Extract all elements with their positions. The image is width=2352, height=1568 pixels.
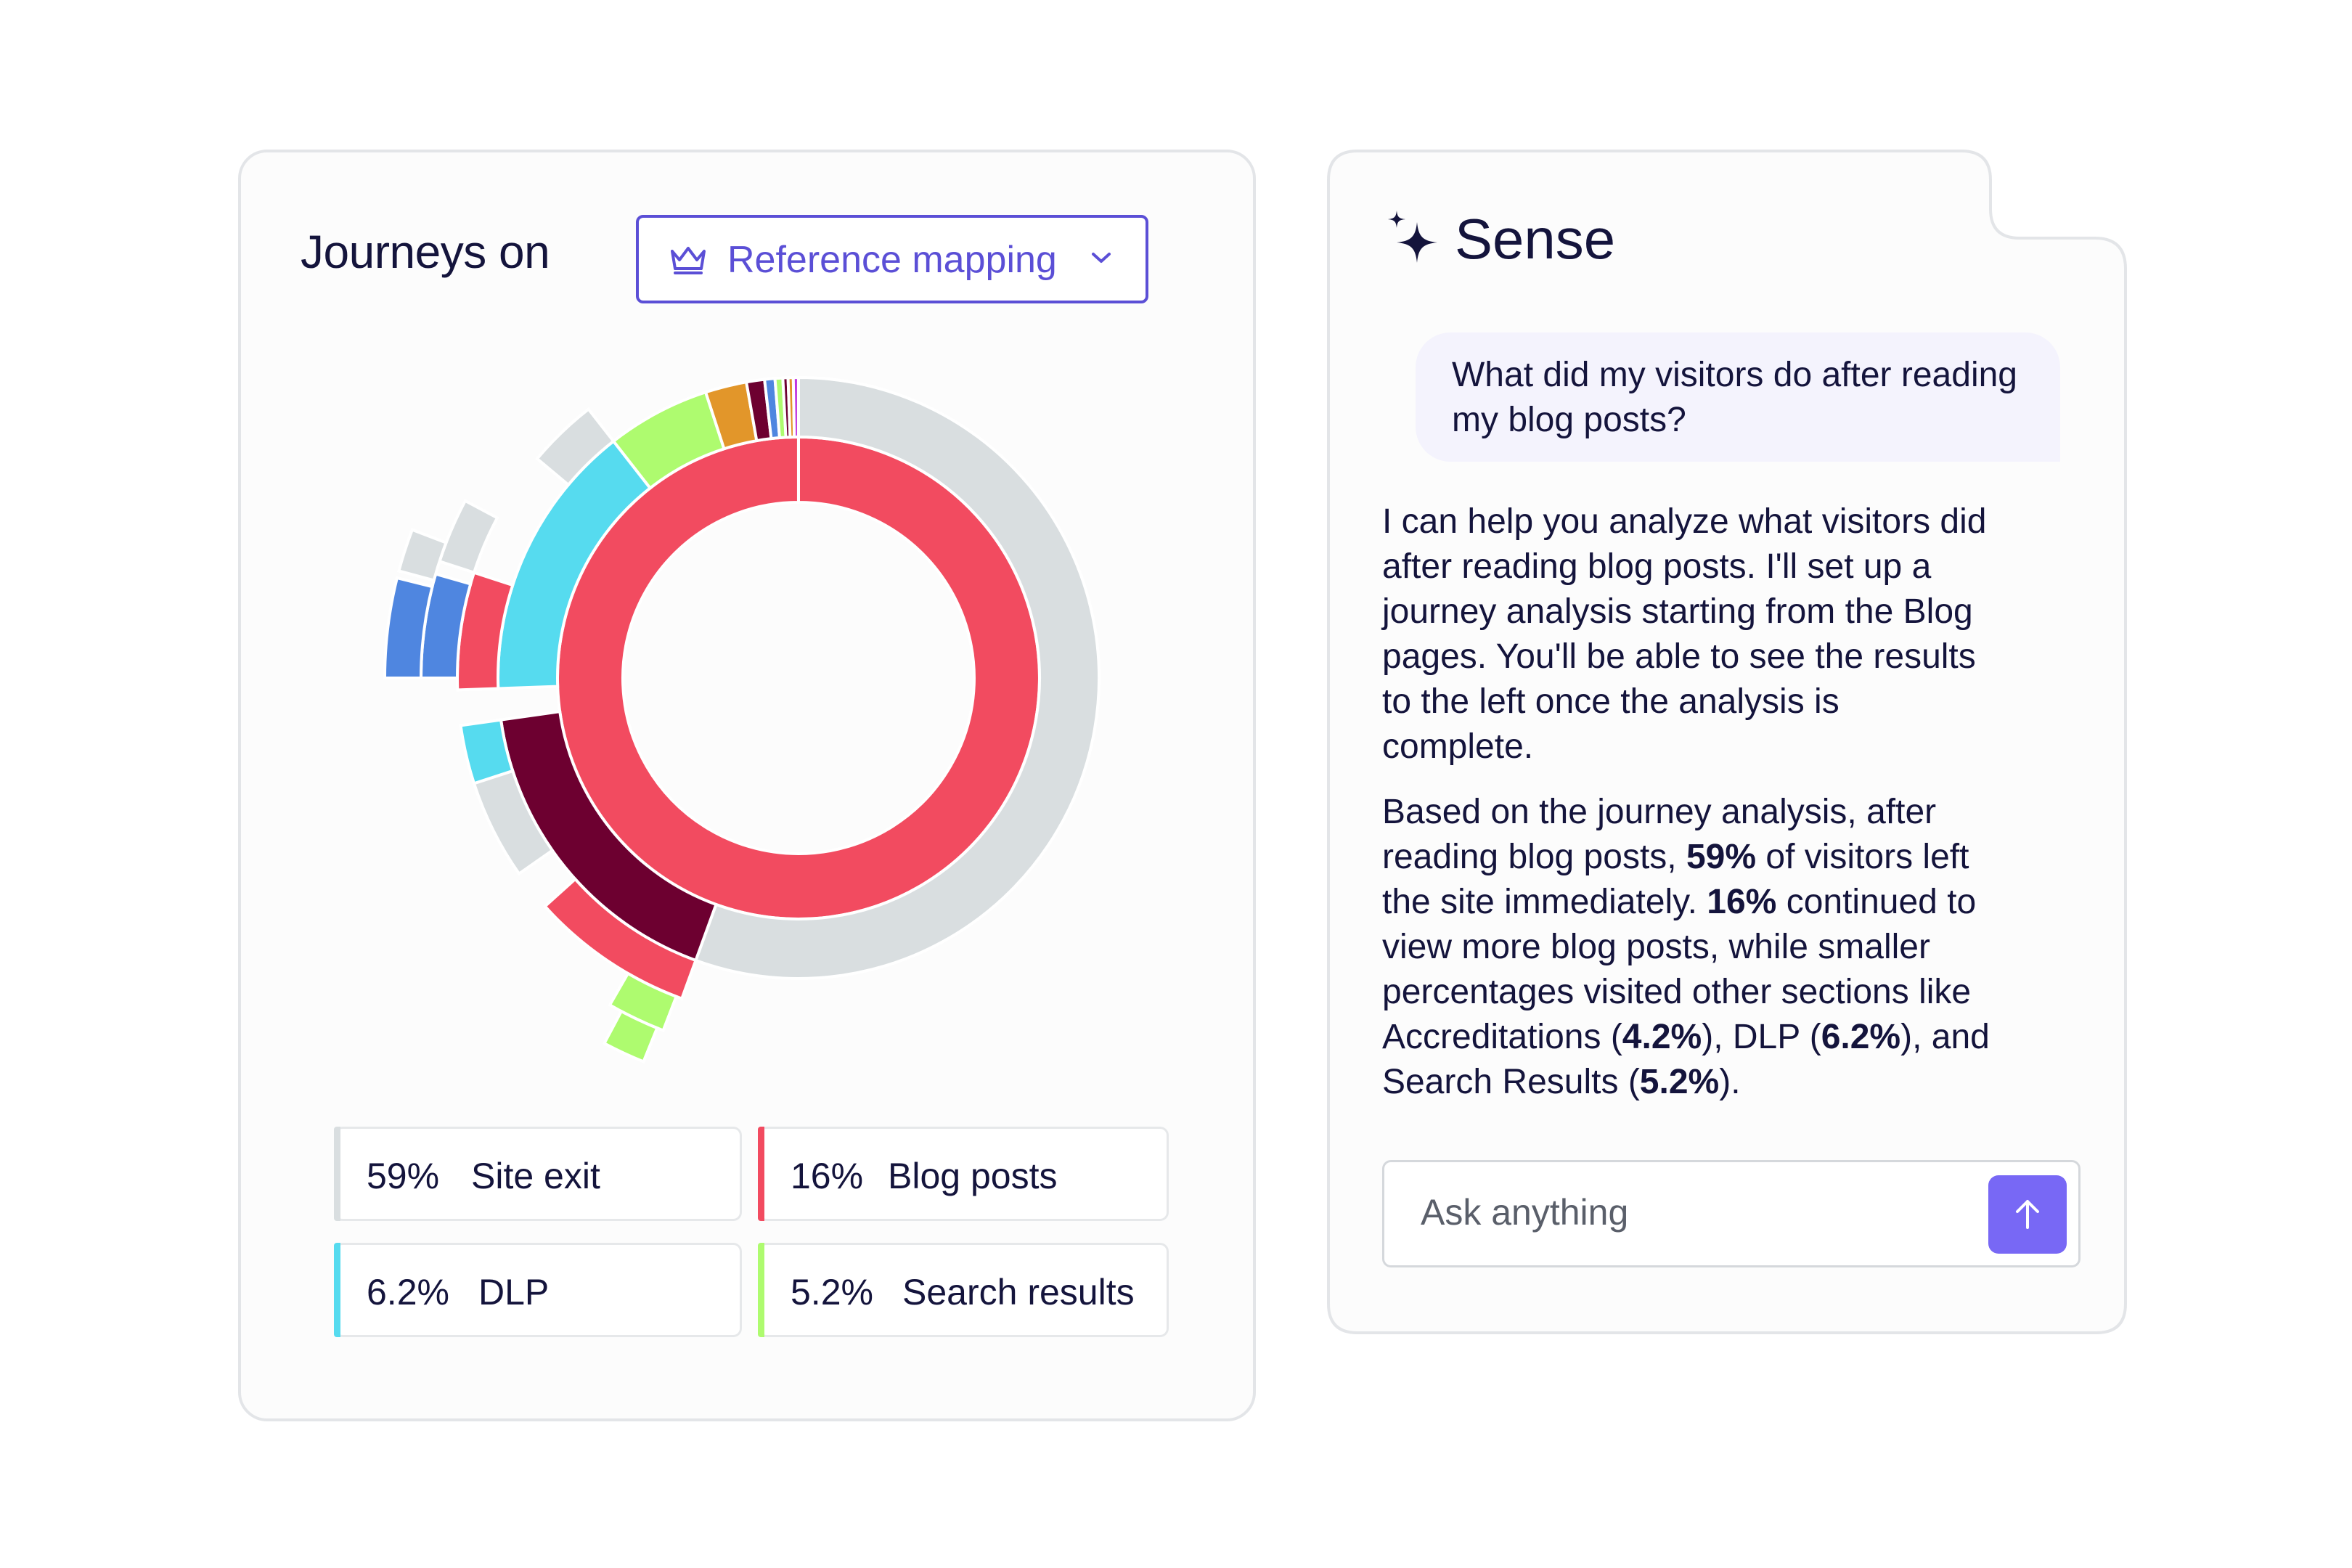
- answer-text: ).: [1719, 1063, 1741, 1101]
- answer-line: I can help you analyze what visitors did: [1382, 502, 1987, 541]
- answer-text: ), DLP (: [1702, 1018, 1821, 1056]
- arc-blog-pages[interactable]: [556, 435, 1041, 920]
- legend-name: DLP: [478, 1272, 550, 1312]
- legend-search-results[interactable]: 5.2% Search results: [758, 1243, 1169, 1337]
- crown-icon: [671, 247, 706, 274]
- answer-line: after reading blog posts. I'll set up a: [1382, 547, 1932, 586]
- answer-highlight: 6.2%: [1821, 1018, 1901, 1056]
- legend-color-bar: [334, 1127, 340, 1221]
- ask-input-placeholder: Ask anything: [1421, 1192, 1629, 1233]
- answer-line: Based on the journey analysis, after: [1382, 793, 1937, 831]
- legend-dlp[interactable]: 6.2% DLP: [334, 1243, 742, 1337]
- dropdown-label: Reference mapping: [727, 239, 1057, 281]
- legend-site-exit[interactable]: 59% Site exit: [334, 1127, 742, 1221]
- answer-text: ), and: [1900, 1018, 1990, 1056]
- legend-color-bar: [758, 1127, 764, 1221]
- legend-pct: 59%: [367, 1156, 440, 1196]
- ask-input[interactable]: Ask anything: [1382, 1160, 2081, 1267]
- legend-name: Search results: [902, 1272, 1135, 1312]
- chevron-down-icon: [1092, 253, 1111, 263]
- answer-highlight: 16%: [1707, 883, 1777, 921]
- legend-blog-posts[interactable]: 16% Blog posts: [758, 1127, 1169, 1221]
- answer-line: view more blog posts, while smaller: [1382, 928, 1930, 966]
- answer-text: of visitors left: [1756, 838, 1969, 876]
- legend-name: Site exit: [471, 1156, 600, 1196]
- arc-l3-exit-b[interactable]: [535, 407, 616, 487]
- legend-color-bar: [758, 1243, 764, 1337]
- arc-l5-exit[interactable]: [396, 528, 449, 582]
- arc-site-exit[interactable]: [693, 375, 1101, 980]
- sense-chat-card: Sense What did my visitors do after read…: [1327, 150, 2127, 1334]
- legend-pct: 16%: [791, 1156, 864, 1196]
- answer-line: complete.: [1382, 727, 1534, 766]
- answer-paragraph-1: I can help you analyze what visitors did…: [1382, 499, 2035, 769]
- answer-line: percentages visited other sections like: [1382, 973, 1972, 1011]
- reference-mapping-dropdown[interactable]: Reference mapping: [636, 215, 1148, 303]
- question-line: What did my visitors do after reading: [1452, 356, 2017, 394]
- assistant-answer: I can help you analyze what visitors did…: [1382, 499, 2035, 1125]
- answer-text: Accreditations (: [1382, 1018, 1622, 1056]
- legend-pct: 5.2%: [791, 1272, 873, 1312]
- sense-title: Sense: [1455, 207, 1616, 271]
- answer-text: reading blog posts,: [1382, 838, 1686, 876]
- arc-l5-search[interactable]: [602, 1009, 659, 1064]
- answer-paragraph-2: Based on the journey analysis, after rea…: [1382, 790, 2035, 1105]
- answer-highlight: 59%: [1686, 838, 1757, 876]
- answer-text: continued to: [1776, 883, 1977, 921]
- answer-text: the site immediately.: [1382, 883, 1707, 921]
- send-button[interactable]: [1988, 1175, 2067, 1254]
- legend-color-bar: [334, 1243, 340, 1337]
- arc-l3-dlp[interactable]: [459, 718, 515, 785]
- arrow-up-icon: [2016, 1200, 2039, 1229]
- journeys-card: Journeys on Reference mapping 59% Site e…: [238, 150, 1256, 1421]
- journeys-title: Journeys on: [301, 226, 550, 278]
- legend-name: Blog posts: [888, 1156, 1058, 1196]
- answer-text: Search Results (: [1382, 1063, 1640, 1101]
- user-question-bubble: What did my visitors do after reading my…: [1416, 332, 2060, 462]
- arc-l4-exit[interactable]: [437, 499, 499, 575]
- question-line: my blog posts?: [1452, 401, 1686, 439]
- answer-highlight: 4.2%: [1622, 1018, 1702, 1056]
- sunburst-chart: [383, 375, 1101, 1064]
- sparkle-icon: [1388, 211, 1437, 263]
- arc-other-6[interactable]: [791, 375, 800, 439]
- answer-line: pages. You'll be able to see the results: [1382, 637, 1976, 676]
- legend-pct: 6.2%: [367, 1272, 449, 1312]
- answer-line: journey analysis starting from the Blog: [1382, 592, 1973, 631]
- answer-line: to the left once the analysis is: [1382, 682, 1839, 721]
- arc-l5-blue[interactable]: [383, 576, 434, 679]
- answer-highlight: 5.2%: [1639, 1063, 1720, 1101]
